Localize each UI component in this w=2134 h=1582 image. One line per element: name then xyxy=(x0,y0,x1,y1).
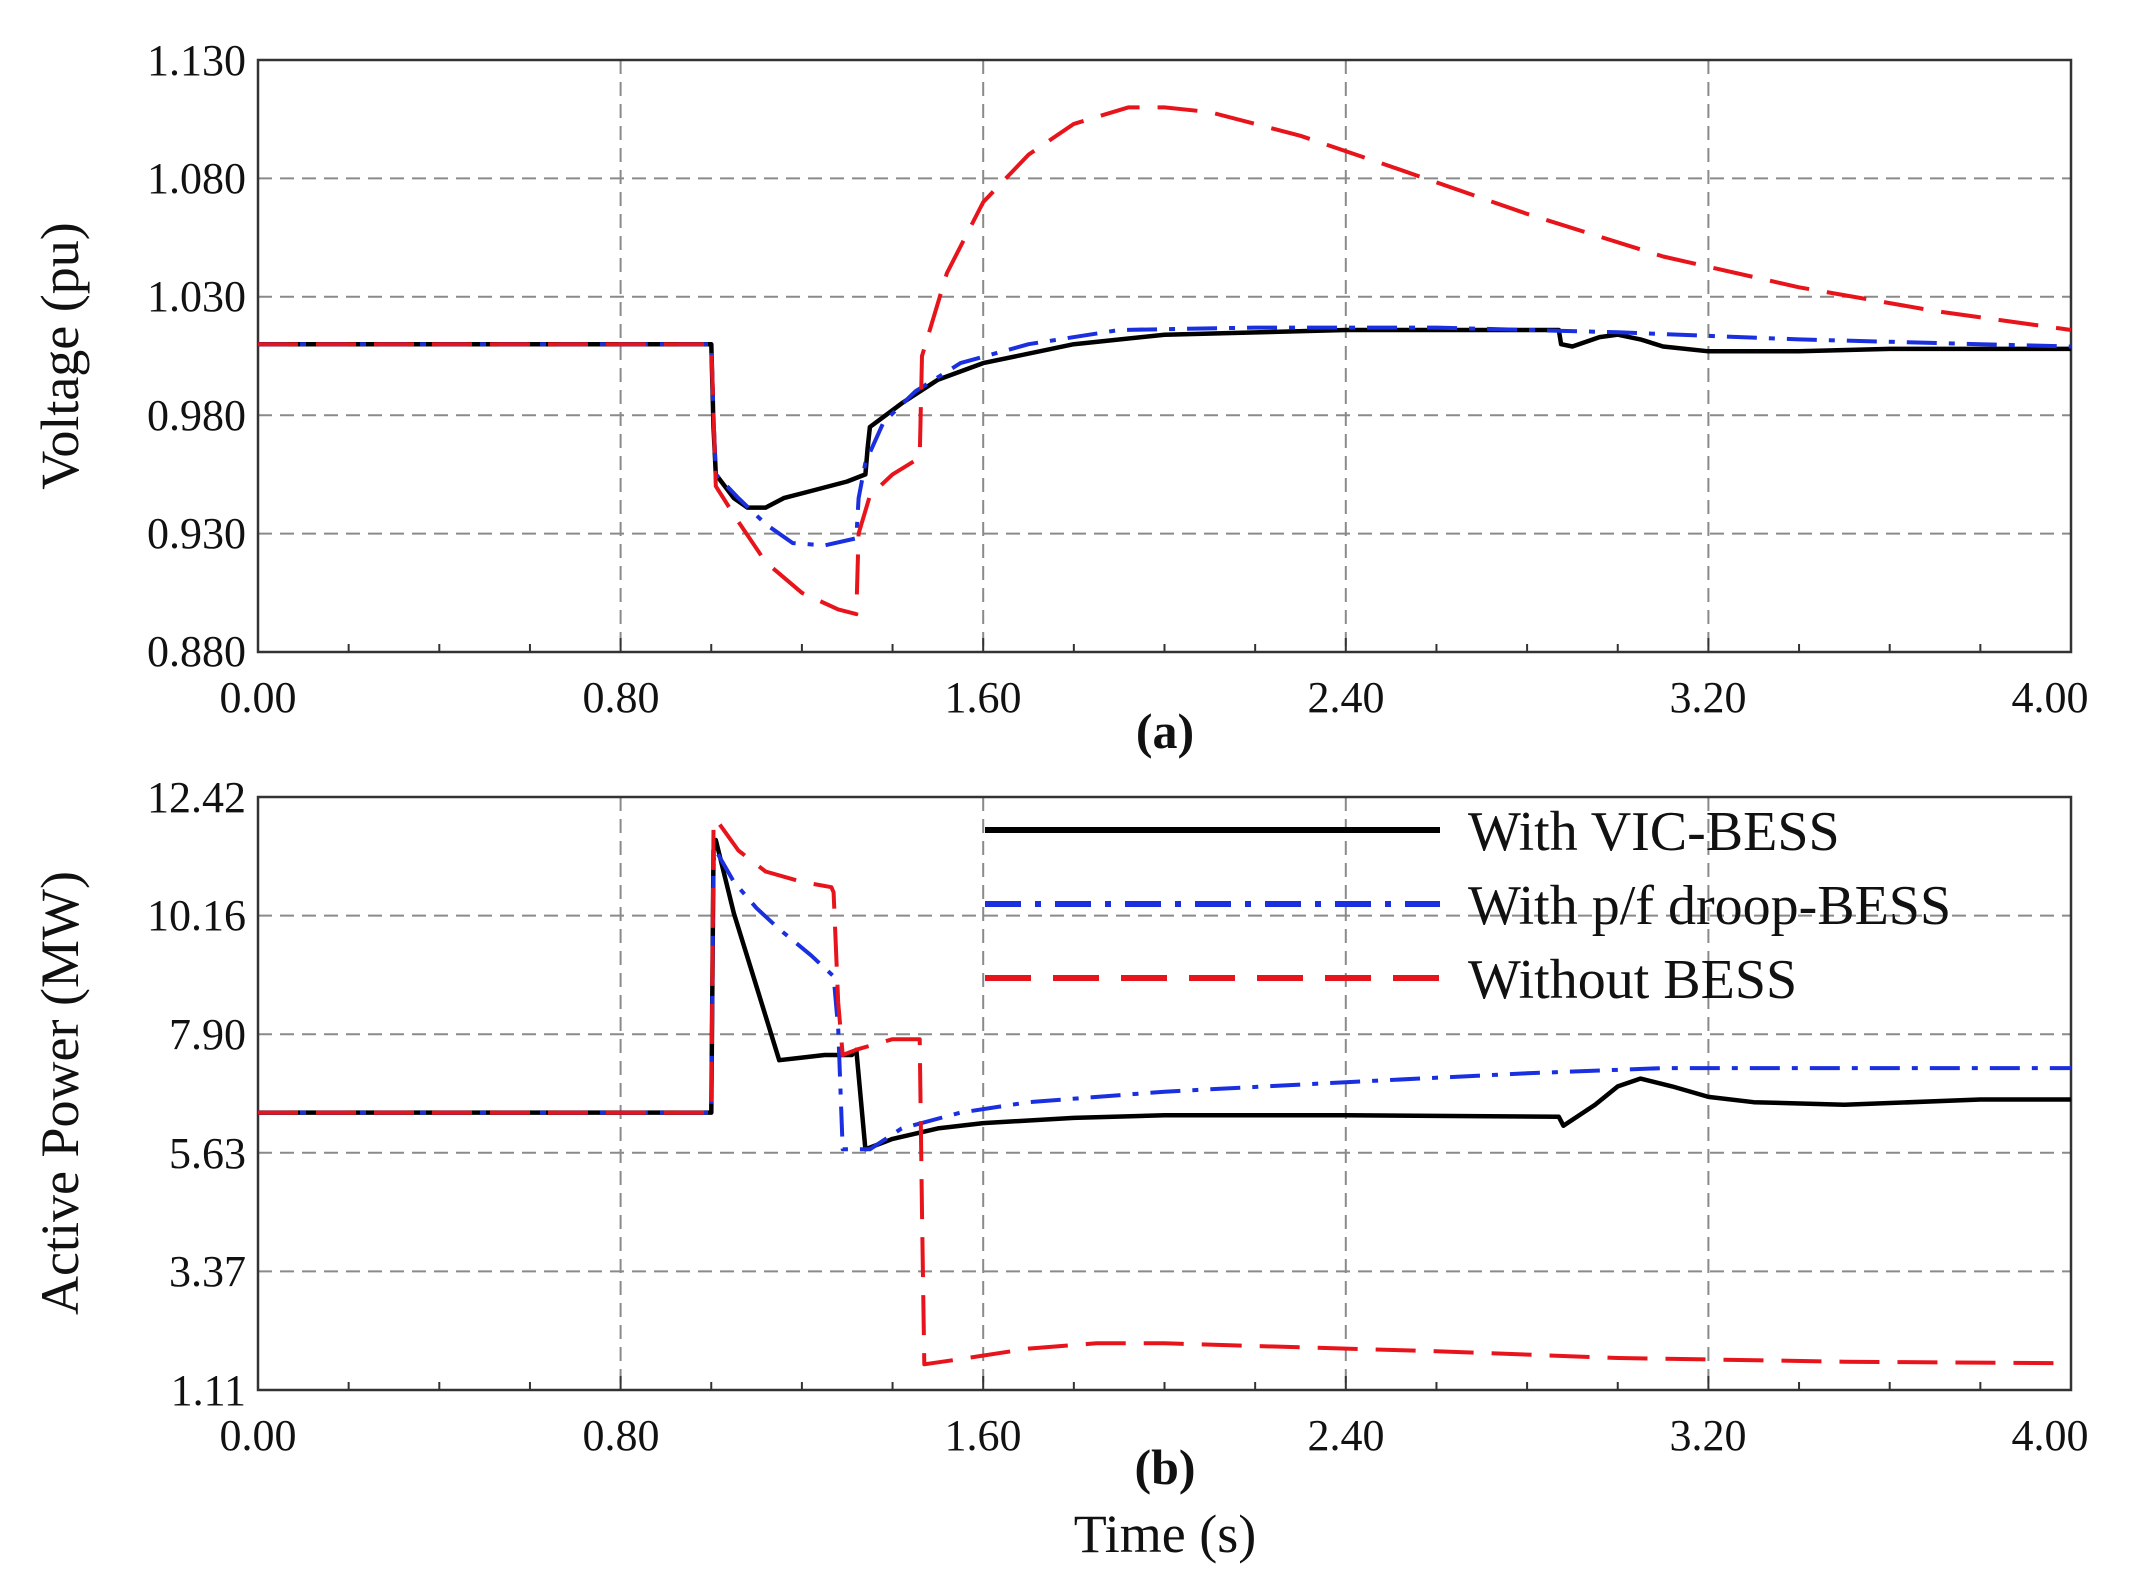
yticks-b: 12.42 10.16 7.90 5.63 3.37 1.11 xyxy=(147,773,246,1415)
series-line-with-p-f-droop-bess xyxy=(258,325,2072,548)
series-line-with-vic-bess xyxy=(258,327,2071,510)
grid-b xyxy=(257,797,2072,1390)
xtick-label: 2.40 xyxy=(1308,673,1385,722)
x-axis-label: Time (s) xyxy=(1074,1504,1257,1564)
series-line-with-vic-bess xyxy=(258,837,2071,1152)
panel-a: 1.130 1.080 1.030 0.980 0.930 0.880 0.00… xyxy=(30,36,2089,759)
xtick-label: 4.00 xyxy=(2012,673,2089,722)
xtick-label: 4.00 xyxy=(2012,1411,2089,1460)
ytick-label: 1.030 xyxy=(147,272,246,321)
series-a xyxy=(258,105,2072,617)
panel-b: 12.42 10.16 7.90 5.63 3.37 1.11 0.00 0.8… xyxy=(30,773,2089,1564)
y-axis-label-a: Voltage (pu) xyxy=(30,222,90,489)
xticks-b: 0.00 0.80 1.60 2.40 3.20 4.00 xyxy=(220,1411,2089,1460)
ytick-label: 12.42 xyxy=(147,773,246,822)
ytick-label: 1.11 xyxy=(171,1366,246,1415)
legend-label-without: Without BESS xyxy=(1468,949,1797,1011)
xticks-a: 0.00 0.80 1.60 2.40 3.20 4.00 xyxy=(220,673,2089,722)
grid-a xyxy=(257,60,2072,652)
series-line-without-bess xyxy=(258,105,2072,617)
y-axis-label-b: Active Power (MW) xyxy=(30,871,90,1315)
ytick-label: 0.930 xyxy=(147,509,246,558)
ytick-label: 0.880 xyxy=(147,627,246,676)
ytick-label: 7.90 xyxy=(169,1010,246,1059)
xtick-label: 0.00 xyxy=(220,673,297,722)
series-line-with-p-f-droop-bess xyxy=(258,848,2071,1152)
legend-label-vic: With VIC-BESS xyxy=(1468,801,1840,863)
series-line-without-bess xyxy=(258,817,2072,1367)
ytick-label: 1.080 xyxy=(147,154,246,203)
xtick-label: 3.20 xyxy=(1670,673,1747,722)
xtick-label: 0.80 xyxy=(583,1411,660,1460)
xtick-label: 0.80 xyxy=(583,673,660,722)
xtick-label: 1.60 xyxy=(945,1411,1022,1460)
plot-frame-b xyxy=(256,795,2073,1392)
ytick-label: 1.130 xyxy=(147,36,246,85)
xtick-label: 3.20 xyxy=(1670,1411,1747,1460)
xtick-label: 1.60 xyxy=(945,673,1022,722)
ytick-label: 3.37 xyxy=(169,1247,246,1296)
legend: With VIC-BESS With p/f droop-BESS Withou… xyxy=(985,801,1951,1011)
series-b xyxy=(258,817,2072,1367)
xtick-label: 2.40 xyxy=(1308,1411,1385,1460)
yticks-a: 1.130 1.080 1.030 0.980 0.930 0.880 xyxy=(147,36,246,676)
plot-frame-a xyxy=(256,58,2073,654)
panel-label-b: (b) xyxy=(1134,1439,1195,1495)
legend-label-droop: With p/f droop-BESS xyxy=(1468,875,1951,937)
ytick-label: 10.16 xyxy=(147,891,246,940)
panel-label-a: (a) xyxy=(1136,703,1194,759)
xtick-label: 0.00 xyxy=(220,1411,297,1460)
ytick-label: 5.63 xyxy=(169,1129,246,1178)
ytick-label: 0.980 xyxy=(147,391,246,440)
